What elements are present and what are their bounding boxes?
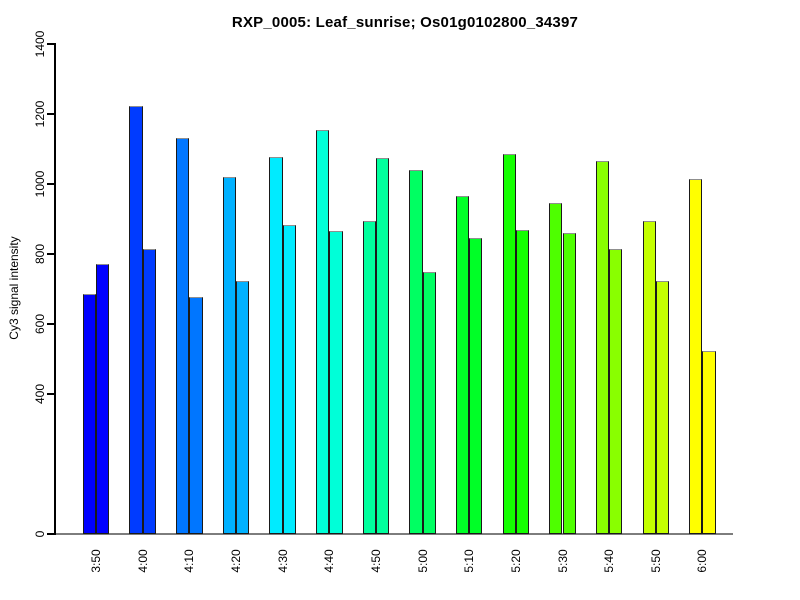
bar [642,221,656,534]
x-tick-label: 5:10 [462,549,477,573]
x-tick-label: 5:40 [602,549,617,573]
bar [502,154,516,534]
x-tick-label: 5:00 [415,549,430,573]
bar [702,351,716,534]
bar [269,157,283,534]
bar [409,170,423,534]
x-tick-label: 4:40 [322,549,337,573]
bar [469,238,483,534]
x-tick-label: 3:50 [89,549,103,573]
bar [129,106,143,534]
bar [455,196,470,534]
y-tick-label: 1200 [33,100,47,128]
bar [549,203,563,534]
bar [82,294,96,534]
bar [315,130,330,534]
bar [562,233,576,534]
x-tick-label: 4:30 [275,549,290,573]
y-tick-mark [47,253,54,255]
bar [595,161,610,534]
x-tick-label: 4:00 [135,549,150,573]
bar [422,272,436,534]
x-tick-label: 4:10 [182,549,197,573]
bar [655,281,670,534]
y-tick-mark [47,183,54,185]
bar [189,297,203,534]
bar [176,138,190,534]
y-axis-title: Cy3 signal intensity [7,236,21,340]
x-tick-label: 6:00 [695,549,710,573]
y-tick-label: 600 [33,313,47,335]
chart-title: RXP_0005: Leaf_sunrise; Os01g0102800_343… [231,14,579,31]
bar [609,249,623,534]
bar [235,281,250,534]
x-tick-label: 5:50 [648,549,663,573]
y-tick-label: 800 [33,243,47,265]
y-tick-label: 1400 [33,30,47,58]
y-tick-label: 0 [33,530,47,538]
y-axis-line [54,43,56,535]
bar [282,225,296,534]
bar [362,221,376,534]
x-axis-line [56,533,733,535]
bar [142,249,156,534]
y-tick-mark [47,393,54,395]
x-tick-label: 5:30 [555,549,570,573]
x-tick-label: 4:50 [368,549,383,573]
bar [689,179,703,534]
x-tick-label: 4:20 [228,549,243,573]
y-tick-mark [47,533,54,535]
y-tick-mark [47,323,54,325]
bar [96,264,110,534]
y-tick-mark [47,113,54,115]
bar [329,231,343,534]
bar [222,177,236,534]
y-tick-mark [47,43,54,45]
bar [515,230,530,534]
y-tick-label: 400 [33,383,47,405]
bar [375,158,390,534]
x-tick-label: 5:20 [508,549,523,573]
y-tick-label: 1000 [33,170,47,198]
